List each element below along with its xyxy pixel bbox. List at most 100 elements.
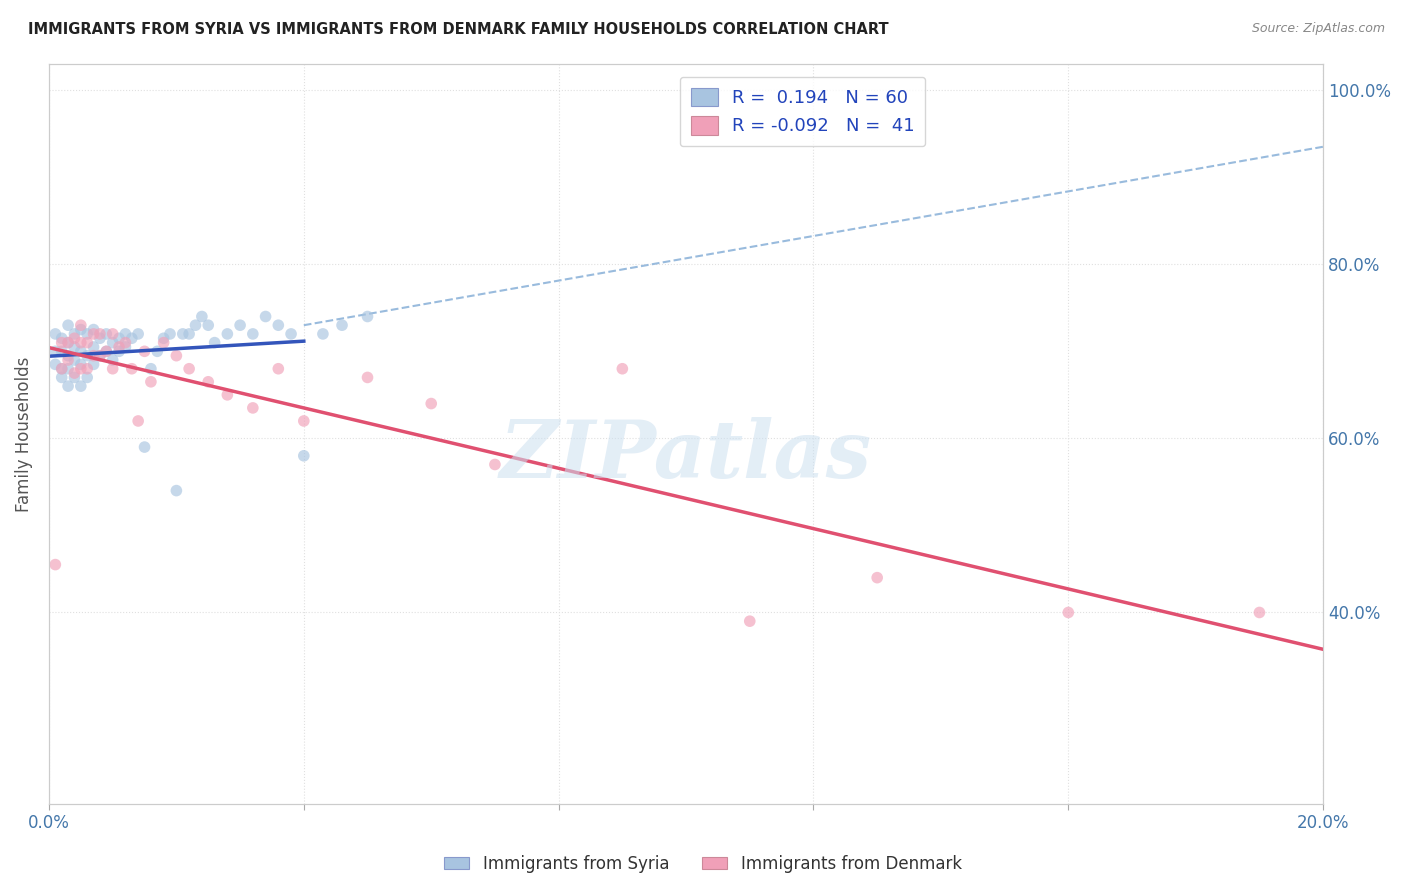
Point bbox=[146, 344, 169, 359]
Point bbox=[63, 353, 86, 368]
Point bbox=[89, 349, 111, 363]
Point bbox=[44, 558, 66, 572]
Point bbox=[139, 375, 162, 389]
Point bbox=[63, 370, 86, 384]
Point bbox=[89, 331, 111, 345]
Point bbox=[1057, 606, 1080, 620]
Point bbox=[96, 326, 118, 341]
Point bbox=[51, 361, 73, 376]
Point bbox=[292, 449, 315, 463]
Point bbox=[134, 344, 156, 359]
Point bbox=[51, 361, 73, 376]
Point bbox=[197, 318, 219, 333]
Point bbox=[254, 310, 277, 324]
Point bbox=[114, 340, 136, 354]
Point bbox=[56, 335, 79, 350]
Point bbox=[179, 361, 201, 376]
Point bbox=[172, 326, 194, 341]
Point bbox=[56, 353, 79, 368]
Point bbox=[184, 318, 207, 333]
Point bbox=[101, 361, 124, 376]
Point bbox=[101, 326, 124, 341]
Point bbox=[127, 414, 149, 428]
Point bbox=[165, 483, 187, 498]
Point bbox=[89, 349, 111, 363]
Point bbox=[179, 326, 201, 341]
Point bbox=[242, 401, 264, 415]
Point bbox=[69, 361, 91, 376]
Point bbox=[96, 344, 118, 359]
Point bbox=[330, 318, 353, 333]
Legend: R =  0.194   N = 60, R = -0.092   N =  41: R = 0.194 N = 60, R = -0.092 N = 41 bbox=[679, 77, 925, 146]
Point bbox=[96, 344, 118, 359]
Point bbox=[44, 344, 66, 359]
Point bbox=[101, 335, 124, 350]
Point bbox=[204, 335, 226, 350]
Point bbox=[108, 340, 131, 354]
Point bbox=[76, 326, 98, 341]
Point bbox=[56, 361, 79, 376]
Point bbox=[1249, 606, 1271, 620]
Point bbox=[127, 326, 149, 341]
Point bbox=[63, 331, 86, 345]
Point bbox=[101, 353, 124, 368]
Point bbox=[51, 344, 73, 359]
Point bbox=[280, 326, 302, 341]
Point bbox=[56, 318, 79, 333]
Point bbox=[738, 614, 761, 628]
Point bbox=[312, 326, 335, 341]
Point bbox=[267, 361, 290, 376]
Point bbox=[51, 331, 73, 345]
Point bbox=[63, 326, 86, 341]
Point bbox=[267, 318, 290, 333]
Text: Source: ZipAtlas.com: Source: ZipAtlas.com bbox=[1251, 22, 1385, 36]
Point bbox=[484, 458, 506, 472]
Point bbox=[356, 310, 378, 324]
Point bbox=[83, 340, 105, 354]
Point bbox=[165, 349, 187, 363]
Point bbox=[63, 366, 86, 380]
Point bbox=[114, 326, 136, 341]
Point bbox=[139, 361, 162, 376]
Point bbox=[76, 370, 98, 384]
Point bbox=[83, 357, 105, 371]
Point bbox=[44, 326, 66, 341]
Point bbox=[69, 357, 91, 371]
Point bbox=[108, 331, 131, 345]
Point bbox=[292, 414, 315, 428]
Point bbox=[69, 335, 91, 350]
Point bbox=[866, 571, 889, 585]
Point bbox=[197, 375, 219, 389]
Point bbox=[89, 326, 111, 341]
Point bbox=[51, 370, 73, 384]
Point bbox=[152, 335, 174, 350]
Point bbox=[69, 344, 91, 359]
Point bbox=[69, 322, 91, 336]
Point bbox=[63, 340, 86, 354]
Point bbox=[114, 335, 136, 350]
Point bbox=[229, 318, 252, 333]
Point bbox=[56, 379, 79, 393]
Point bbox=[69, 379, 91, 393]
Point bbox=[612, 361, 634, 376]
Point bbox=[69, 318, 91, 333]
Legend: Immigrants from Syria, Immigrants from Denmark: Immigrants from Syria, Immigrants from D… bbox=[437, 848, 969, 880]
Point bbox=[121, 361, 143, 376]
Point bbox=[44, 357, 66, 371]
Point bbox=[51, 335, 73, 350]
Point bbox=[56, 335, 79, 350]
Text: ZIPatlas: ZIPatlas bbox=[501, 417, 872, 495]
Point bbox=[76, 361, 98, 376]
Point bbox=[356, 370, 378, 384]
Point bbox=[217, 388, 239, 402]
Text: IMMIGRANTS FROM SYRIA VS IMMIGRANTS FROM DENMARK FAMILY HOUSEHOLDS CORRELATION C: IMMIGRANTS FROM SYRIA VS IMMIGRANTS FROM… bbox=[28, 22, 889, 37]
Point bbox=[83, 326, 105, 341]
Point bbox=[242, 326, 264, 341]
Point bbox=[134, 440, 156, 454]
Point bbox=[76, 335, 98, 350]
Point bbox=[152, 331, 174, 345]
Point bbox=[191, 310, 214, 324]
Y-axis label: Family Households: Family Households bbox=[15, 356, 32, 512]
Point bbox=[420, 396, 443, 410]
Point bbox=[217, 326, 239, 341]
